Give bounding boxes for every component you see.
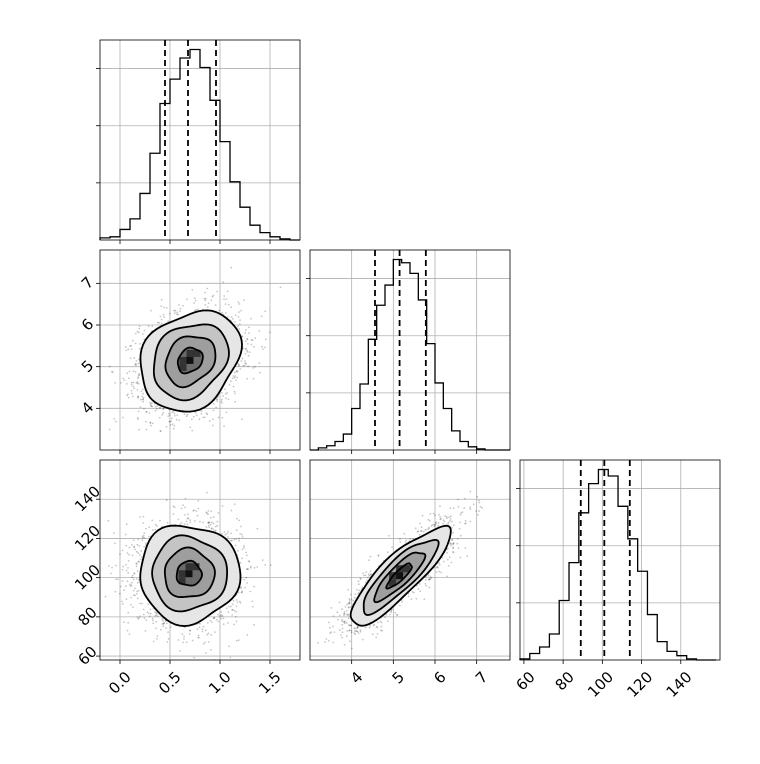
pair-0-2-peak-cell-3	[178, 577, 186, 585]
xtick-label-dim0-2: 1.0	[205, 668, 235, 698]
histogram-panel-2	[516, 459, 721, 664]
pair-0-2-frame	[99, 459, 301, 661]
pair-1-2-peak-cell-2	[396, 572, 404, 580]
ytick-label-dim1-3: 7	[78, 273, 97, 292]
hist-1-step-line	[310, 258, 510, 451]
pair-0-1-peak-cell-2	[186, 356, 194, 364]
ytick-label-dim2-4: 140	[71, 482, 104, 515]
xtick-label-dim2-4: 140	[663, 668, 696, 701]
pair-1-2-samples	[317, 490, 483, 660]
pair-0-1-peak-cell-4	[193, 349, 201, 357]
pair-1-2-frame	[309, 459, 511, 661]
ytick-label-dim2-1: 80	[75, 603, 101, 629]
pair-0-2-peak-cell-2	[185, 570, 193, 578]
pair-0-1-content	[100, 250, 300, 450]
xtick-label-dim2-1: 80	[552, 668, 578, 694]
ytick-label-dim2-3: 120	[71, 522, 104, 555]
pair-0-2-contour-1	[151, 534, 228, 613]
ytick-label-dim1-1: 5	[78, 357, 97, 376]
pair-0-1-contour-2	[164, 335, 217, 389]
pair-1-2-peak-cell-4	[403, 565, 411, 573]
pair-1-2-contour-2	[373, 551, 427, 604]
pair-0-1-frame	[99, 249, 301, 451]
pair-panel-0-1	[96, 249, 301, 454]
ytick-label-dim1-0: 4	[78, 398, 97, 417]
pair-0-2-peak-cell-4	[192, 563, 200, 571]
pair-0-2-contour-0	[139, 524, 242, 627]
pair-0-1-samples	[108, 266, 282, 433]
xtick-label-dim1-1: 5	[389, 668, 408, 687]
pair-1-2-contour-0	[349, 524, 452, 627]
pair-0-1-peak-cell-0	[179, 356, 187, 364]
pair-0-2-contour-2	[163, 546, 216, 598]
xtick-label-dim2-2: 100	[584, 668, 617, 701]
pair-0-1-contour-3	[176, 346, 204, 375]
hist-2-frame	[519, 459, 721, 661]
pair-1-2-contour-1	[362, 538, 440, 616]
pair-0-2-samples	[104, 491, 272, 660]
xtick-label-dim2-0: 60	[512, 668, 538, 694]
xtick-label-dim1-2: 6	[430, 668, 449, 687]
pair-0-1-peak-cell-3	[179, 363, 187, 371]
pair-0-1-contour-1	[152, 323, 230, 402]
hist-1-frame	[309, 249, 511, 451]
pair-1-2-peak-cell-3	[389, 579, 397, 587]
xtick-label-dim0-3: 1.5	[255, 668, 285, 698]
pair-panel-0-2	[96, 459, 301, 664]
histogram-panel-1	[306, 249, 511, 454]
pair-1-2-contour-3	[385, 562, 413, 590]
pair-panel-1-2	[309, 459, 511, 664]
pair-0-1-contour-0	[139, 309, 243, 413]
xtick-label-dim0-1: 0.5	[155, 668, 185, 698]
xtick-label-dim1-0: 4	[347, 668, 366, 687]
pair-0-2-peak-cell-1	[185, 563, 193, 571]
histogram-panel-0	[96, 39, 301, 244]
ytick-label-dim2-2: 100	[71, 561, 104, 594]
hist-0-step-line	[99, 48, 300, 241]
ytick-label-dim2-0: 60	[75, 643, 101, 669]
hist-0-frame	[99, 39, 301, 241]
ytick-label-dim1-2: 6	[78, 315, 97, 334]
pair-0-1-peak-cell-1	[186, 349, 194, 357]
hist-2-step-line	[519, 468, 717, 661]
pair-0-2-contour-3	[175, 559, 203, 587]
xtick-label-dim2-3: 120	[623, 668, 656, 701]
xtick-label-dim0-0: 0.0	[105, 668, 135, 698]
pair-0-2-content	[100, 460, 300, 660]
pair-1-2-content	[310, 460, 510, 660]
pair-0-2-peak-cell-0	[178, 570, 186, 578]
xtick-label-dim1-3: 7	[472, 668, 491, 687]
